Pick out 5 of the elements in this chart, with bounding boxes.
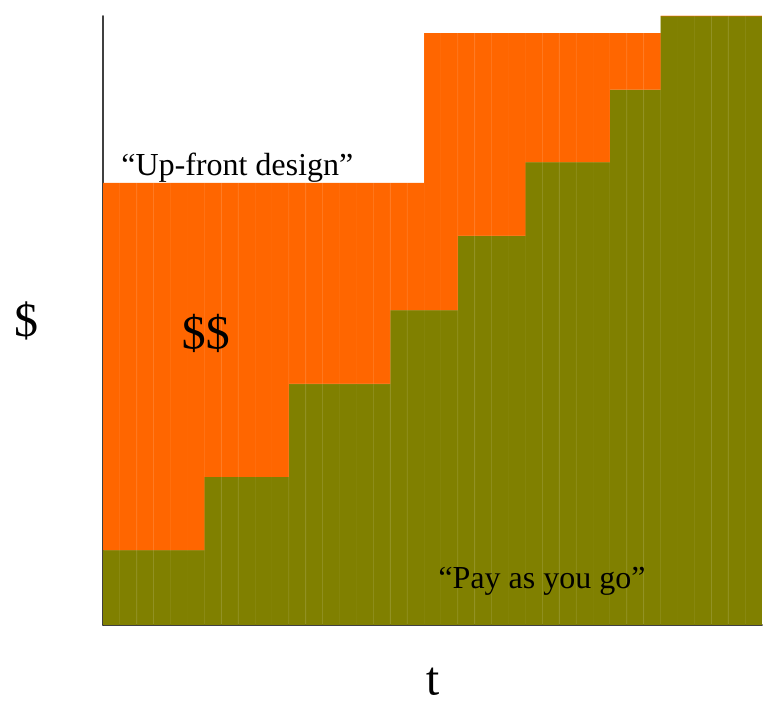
x-axis-title: t: [426, 652, 440, 706]
y-axis-title: $: [14, 294, 38, 347]
annotation: $$: [182, 306, 230, 360]
series-label: “Up-front design”: [121, 146, 354, 182]
series-label: “Pay as you go”: [438, 559, 646, 595]
